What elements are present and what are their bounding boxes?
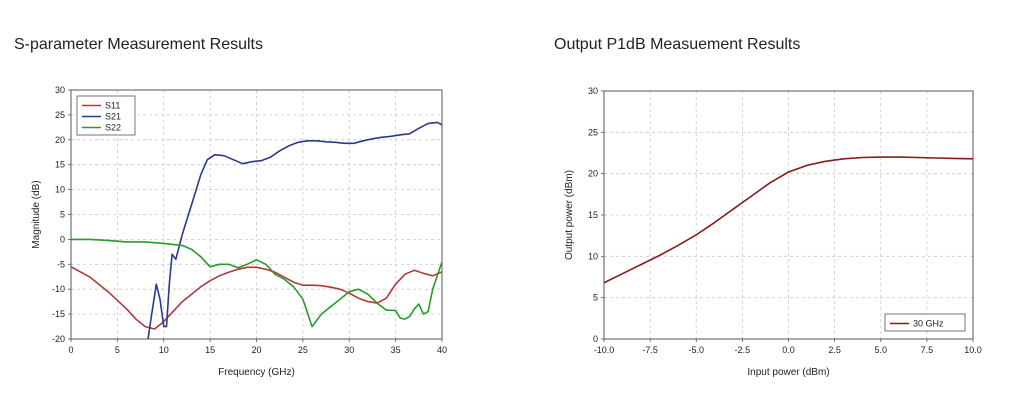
y-tick-label: 5 <box>593 293 598 303</box>
y-tick-label: -5 <box>57 259 65 269</box>
y-tick-label: 10 <box>588 251 598 261</box>
y-tick-label: 20 <box>55 135 65 145</box>
x-tick-label: 0.0 <box>782 345 795 355</box>
x-tick-label: -10.0 <box>594 345 615 355</box>
legend-label-30-ghz: 30 GHz <box>913 319 944 329</box>
x-tick-label: 30 <box>344 345 354 355</box>
y-tick-label: 10 <box>55 185 65 195</box>
chart-0: 0 5 10 15 20 25 30 35 40 -20 -15 -10 -5 0 5 10 15 20 25 30 F… <box>31 85 447 378</box>
x-tick-label: 7.5 <box>921 345 934 355</box>
legend-label-s11: S11 <box>105 101 120 111</box>
x-tick-label: 0 <box>68 345 73 355</box>
x-tick-label: 10.0 <box>964 345 982 355</box>
y-tick-label: 25 <box>588 127 598 137</box>
series-line-30-ghz <box>604 156 973 284</box>
x-tick-label: -5.0 <box>688 345 704 355</box>
x-tick-label: 2.5 <box>828 345 841 355</box>
x-tick-label: -2.5 <box>735 345 751 355</box>
x-tick-label: 5 <box>115 345 120 355</box>
chart-1: -10.0 -7.5 -5.0 -2.5 0.0 2.5 5.0 7.5 10.0 0 5 10 15 2… <box>564 86 982 378</box>
x-tick-label: 15 <box>205 345 215 355</box>
x-tick-label: 20 <box>251 345 261 355</box>
x-axis-label: Frequency (GHz) <box>218 367 295 378</box>
chart-title-p1db: Output P1dB Measuement Results <box>554 36 801 53</box>
y-axis-label: Magnitude (dB) <box>31 180 42 248</box>
y-tick-label: 30 <box>55 85 65 95</box>
x-tick-label: 10 <box>159 345 169 355</box>
plot-frame <box>70 89 443 340</box>
y-tick-label: 15 <box>55 160 65 170</box>
x-tick-label: -7.5 <box>642 345 658 355</box>
legend-box <box>884 313 966 332</box>
x-tick-label: 5.0 <box>874 345 887 355</box>
legend-label-s21: S21 <box>105 112 121 122</box>
y-tick-label: -15 <box>52 309 65 319</box>
series-line-s11 <box>71 266 442 330</box>
legend: 30 GHz <box>884 313 966 332</box>
y-tick-label: 5 <box>60 210 65 220</box>
y-tick-label: 0 <box>60 234 65 244</box>
series-line-s21 <box>147 121 442 339</box>
y-tick-label: -20 <box>52 334 65 344</box>
legend-label-s22: S22 <box>105 123 121 133</box>
series-line-s22 <box>71 238 442 328</box>
x-tick-label: 35 <box>391 345 401 355</box>
y-tick-label: -10 <box>52 284 65 294</box>
plot-frame <box>603 90 974 340</box>
y-tick-label: 20 <box>588 169 598 179</box>
legend-box <box>76 95 136 136</box>
x-tick-label: 40 <box>437 345 447 355</box>
y-tick-label: 25 <box>55 110 65 120</box>
y-tick-label: 0 <box>593 334 598 344</box>
x-axis-label: Input power (dBm) <box>747 367 829 378</box>
chart-title-s-parameter: S-parameter Measurement Results <box>14 36 263 53</box>
y-tick-label: 30 <box>588 86 598 96</box>
x-tick-label: 25 <box>298 345 308 355</box>
y-tick-label: 15 <box>588 210 598 220</box>
y-axis-label: Output power (dBm) <box>564 170 575 260</box>
